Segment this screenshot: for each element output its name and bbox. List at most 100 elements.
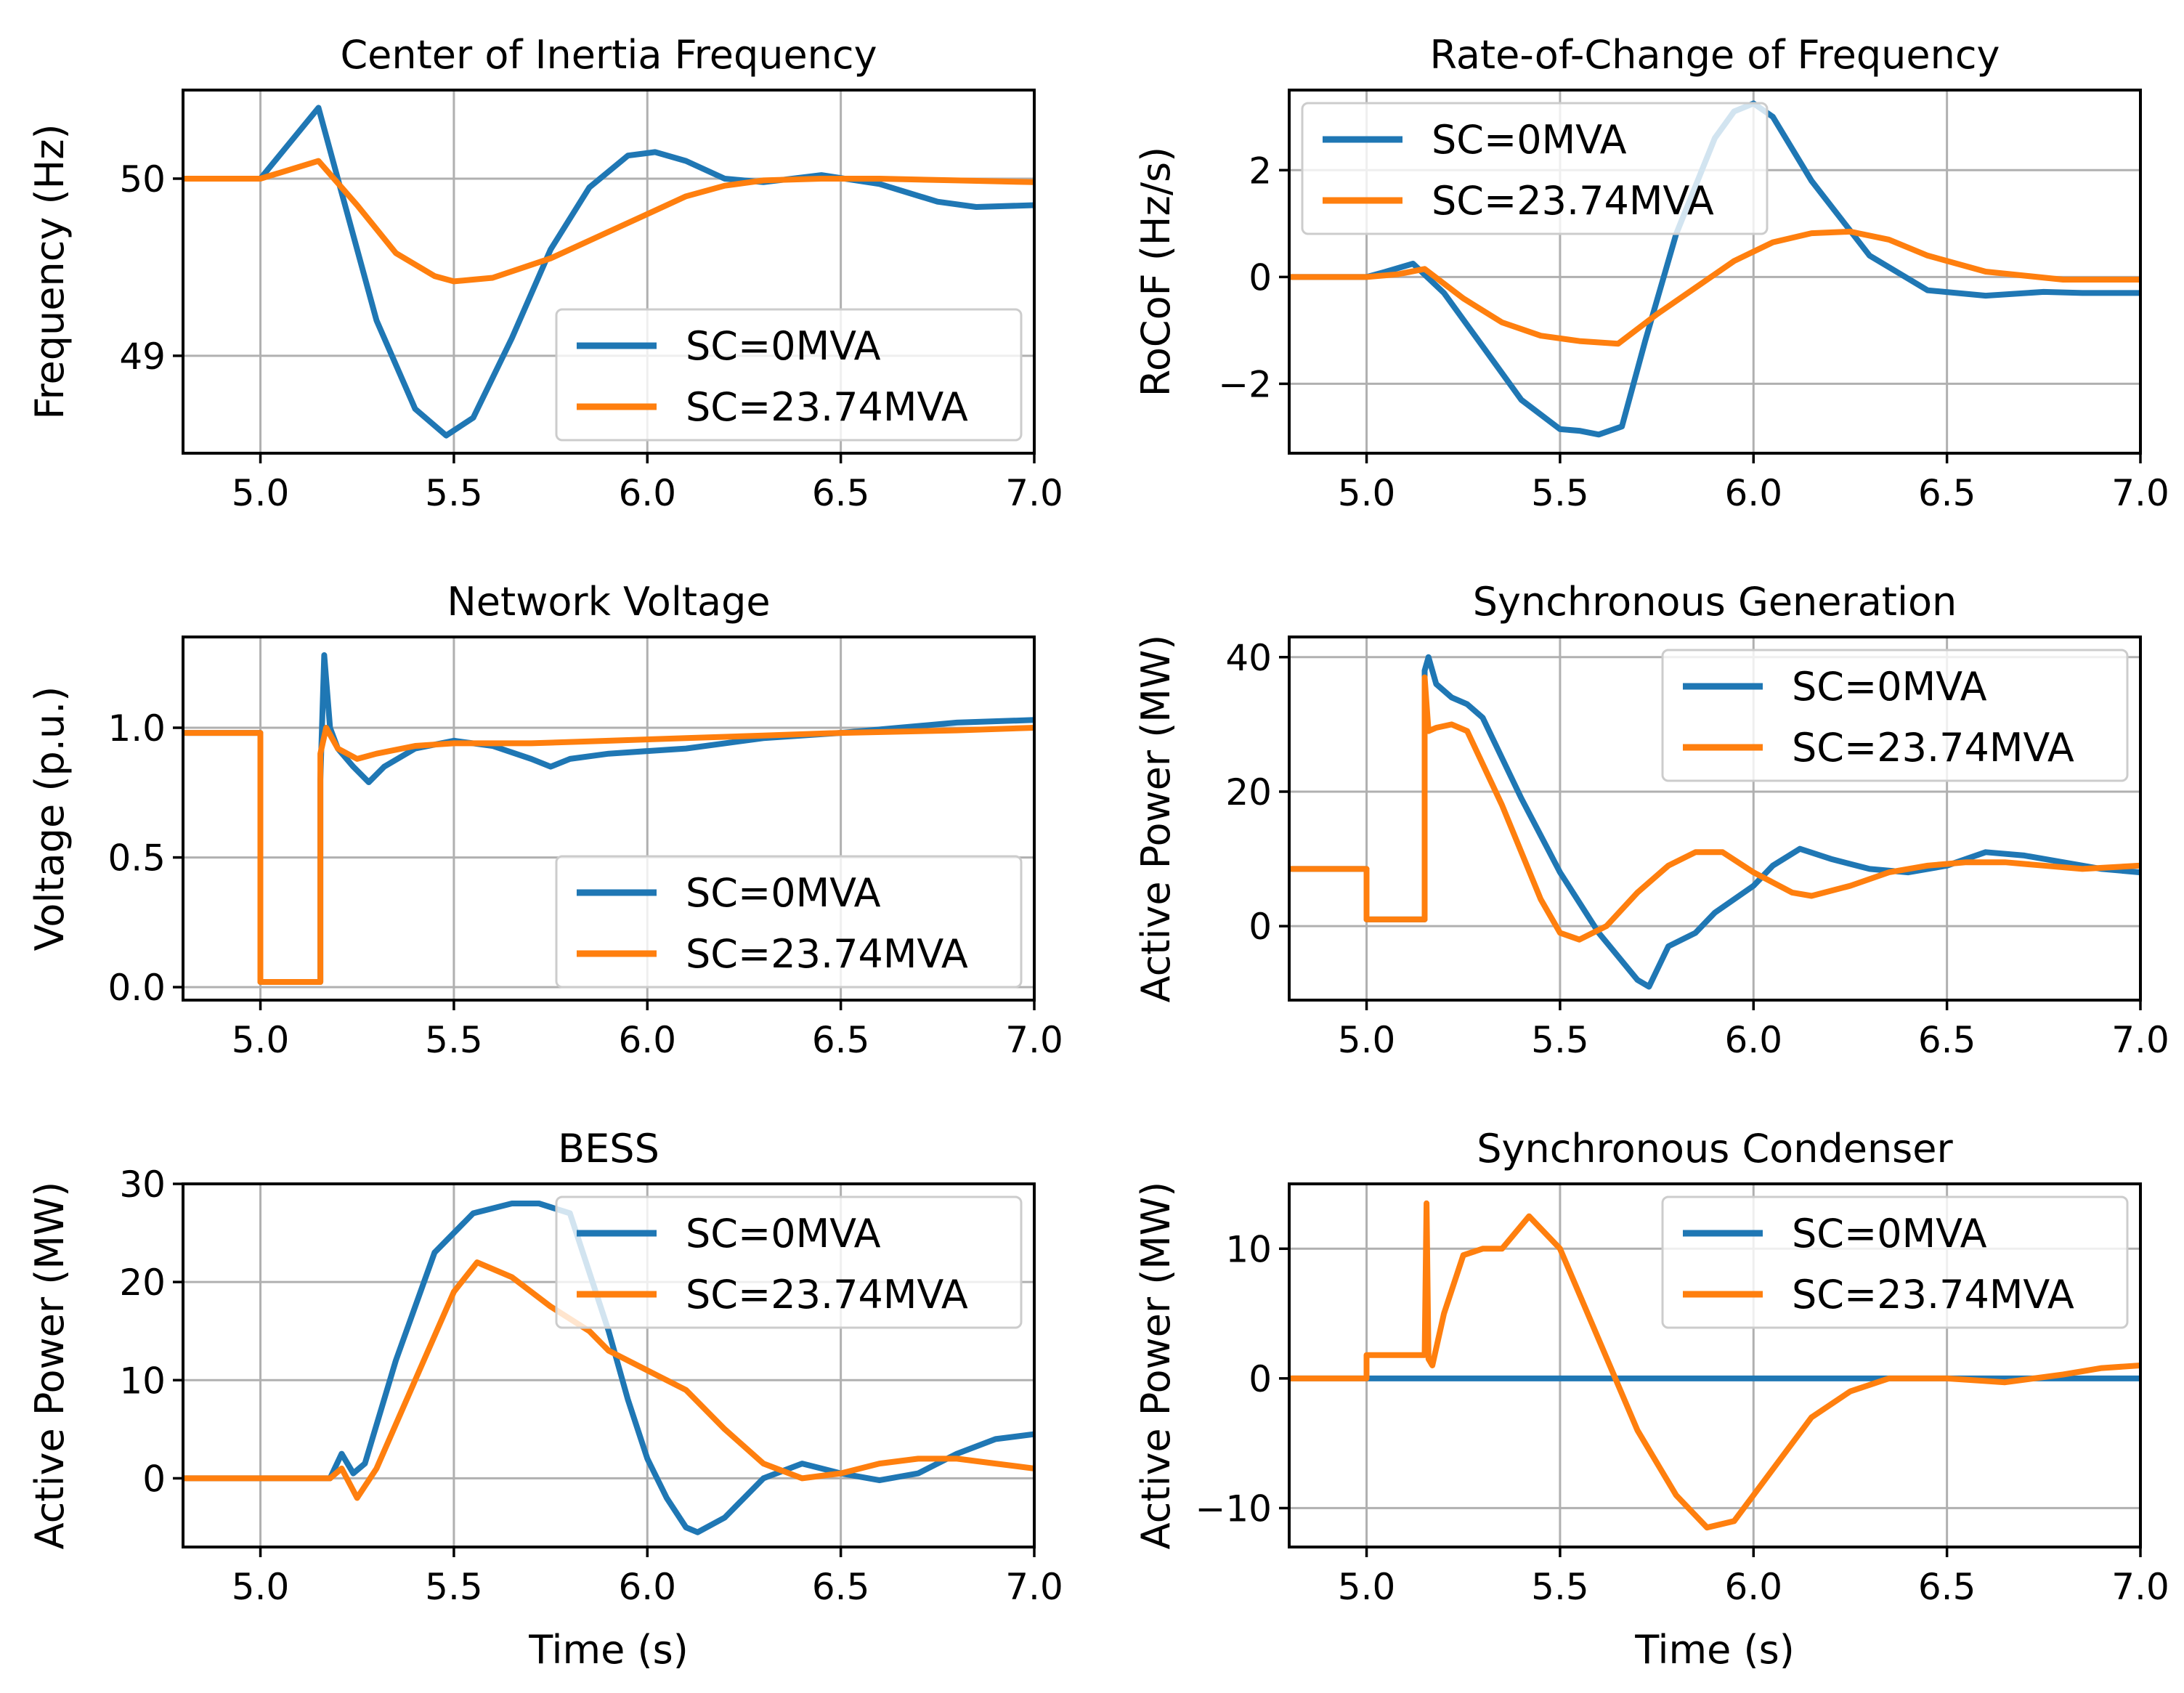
legend-box — [555, 855, 1023, 988]
series-line-sc-23-74mva — [183, 725, 1034, 985]
y-tick-label: 0 — [1249, 1358, 1272, 1400]
panel-title: Synchronous Generation — [1473, 579, 1957, 625]
series-line-sc-23-74mva — [1289, 228, 2140, 347]
panel-center-of-inertia-frequency: Center of Inertia Frequency Frequency (H… — [27, 32, 1063, 514]
panel-title: BESS — [558, 1126, 659, 1172]
legend-label: SC=23.74MVA — [686, 1272, 968, 1318]
panel-network-voltage: Network Voltage Voltage (p.u.) 5.0 5.5 6.0… — [27, 579, 1063, 1061]
legend-box — [555, 308, 1023, 442]
axes-frame — [1288, 636, 2142, 1002]
legend-label: SC=0MVA — [686, 870, 881, 916]
series-line-sc-23-74mva — [183, 158, 1034, 285]
legend-box — [1661, 1195, 2129, 1329]
legend-label: SC=23.74MVA — [686, 931, 968, 977]
x-tick-label: 5.0 — [1338, 1019, 1396, 1061]
y-tick-label: 0.0 — [107, 967, 166, 1009]
x-tick-label: 5.5 — [1531, 1019, 1589, 1061]
legend: SC=0MVA SC=23.74MVA — [555, 1195, 1023, 1329]
y-axis-label: Active Power (MW) — [27, 1182, 73, 1550]
panel-bess: BESS Active Power (MW) Time (s) 5.0 5.5 6.… — [27, 1126, 1063, 1673]
y-tick-label: −10 — [1195, 1487, 1272, 1530]
legend-label: SC=0MVA — [1792, 664, 1987, 710]
legend: SC=0MVA SC=23.74MVA — [1301, 102, 1769, 235]
y-tick-label: 0 — [1249, 906, 1272, 948]
legend: SC=0MVA SC=23.74MVA — [1661, 649, 2129, 782]
panel-title: Network Voltage — [447, 579, 770, 625]
y-axis-label: RoCoF (Hz/s) — [1133, 147, 1179, 397]
legend: SC=0MVA SC=23.74MVA — [1661, 1195, 2129, 1329]
x-tick-label: 6.5 — [1918, 1566, 1976, 1608]
x-tick-label: 5.0 — [1338, 472, 1396, 514]
x-tick-label: 6.0 — [1725, 1019, 1783, 1061]
axes-frame — [182, 89, 1036, 455]
y-axis-label: Frequency (Hz) — [27, 123, 73, 419]
y-tick-label: 10 — [1225, 1228, 1272, 1270]
x-tick-label: 5.5 — [1531, 472, 1589, 514]
legend-label: SC=0MVA — [686, 1211, 881, 1256]
y-tick-label: 20 — [1225, 771, 1272, 813]
y-tick-label: 10 — [119, 1360, 166, 1402]
x-tick-label: 6.5 — [1918, 1019, 1976, 1061]
x-tick-label: 6.0 — [619, 472, 677, 514]
x-tick-label: 7.0 — [2111, 1566, 2169, 1608]
x-tick-label: 5.5 — [1531, 1566, 1589, 1608]
x-tick-label: 7.0 — [1005, 472, 1063, 514]
y-tick-label: 50 — [119, 158, 166, 200]
series-line-sc-23-74mva — [1289, 674, 2140, 943]
axes-frame — [182, 636, 1036, 1002]
x-tick-label: 7.0 — [1005, 1019, 1063, 1061]
legend: SC=0MVA SC=23.74MVA — [555, 855, 1023, 988]
panel-title: Synchronous Condenser — [1477, 1126, 1953, 1172]
panel-title: Rate-of-Change of Frequency — [1430, 32, 2000, 78]
x-tick-label: 7.0 — [1005, 1566, 1063, 1608]
legend-label: SC=0MVA — [686, 323, 881, 369]
axes-frame — [1288, 89, 2142, 455]
x-tick-label: 6.0 — [1725, 1566, 1783, 1608]
x-axis-label: Time (s) — [528, 1627, 689, 1673]
series-line-sc-0mva — [1289, 100, 2140, 438]
y-tick-label: 0 — [142, 1458, 166, 1500]
y-tick-label: 1.0 — [107, 707, 166, 750]
legend-box — [555, 1195, 1023, 1329]
legend-label: SC=23.74MVA — [1792, 725, 2074, 771]
x-tick-label: 5.0 — [232, 1566, 290, 1608]
legend-label: SC=0MVA — [1792, 1211, 1987, 1256]
x-tick-label: 7.0 — [2111, 472, 2169, 514]
x-tick-label: 7.0 — [2111, 1019, 2169, 1061]
x-tick-label: 6.0 — [1725, 472, 1783, 514]
y-tick-label: 30 — [119, 1164, 166, 1206]
panel-synchronous-condenser: Synchronous Condenser Active Power (MW) … — [1133, 1126, 2169, 1673]
legend-box — [1301, 102, 1769, 235]
x-tick-label: 6.5 — [812, 1019, 870, 1061]
series-line-sc-0mva — [183, 1201, 1034, 1535]
x-tick-label: 5.5 — [425, 1566, 483, 1608]
y-tick-label: 2 — [1249, 150, 1272, 192]
legend-label: SC=23.74MVA — [1432, 178, 1714, 224]
x-tick-label: 5.0 — [232, 1019, 290, 1061]
x-tick-label: 6.0 — [619, 1566, 677, 1608]
x-tick-label: 5.5 — [425, 472, 483, 514]
x-tick-label: 6.5 — [812, 1566, 870, 1608]
y-axis-label: Active Power (MW) — [1133, 635, 1179, 1003]
x-tick-label: 5.0 — [1338, 1566, 1396, 1608]
y-tick-label: 49 — [119, 336, 166, 378]
y-axis-label: Voltage (p.u.) — [27, 686, 73, 951]
legend: SC=0MVA SC=23.74MVA — [555, 308, 1023, 442]
x-tick-label: 6.5 — [812, 472, 870, 514]
y-tick-label: −2 — [1218, 363, 1272, 405]
y-tick-label: 0.5 — [107, 837, 166, 880]
y-axis-label: Active Power (MW) — [1133, 1182, 1179, 1550]
panel-synchronous-generation: Synchronous Generation Active Power (MW)… — [1133, 579, 2169, 1061]
x-tick-label: 5.5 — [425, 1019, 483, 1061]
y-tick-label: 20 — [119, 1262, 166, 1304]
legend-box — [1661, 649, 2129, 782]
legend-label: SC=23.74MVA — [1792, 1272, 2074, 1318]
x-tick-label: 6.5 — [1918, 472, 1976, 514]
panel-rate-of-change-of-frequency: Rate-of-Change of Frequency RoCoF (Hz/s)… — [1133, 32, 2169, 514]
series-line-sc-23-74mva — [183, 1259, 1034, 1501]
legend-label: SC=0MVA — [1432, 117, 1627, 163]
y-tick-label: 0 — [1249, 256, 1272, 299]
y-tick-label: 40 — [1225, 637, 1272, 679]
x-tick-label: 6.0 — [619, 1019, 677, 1061]
